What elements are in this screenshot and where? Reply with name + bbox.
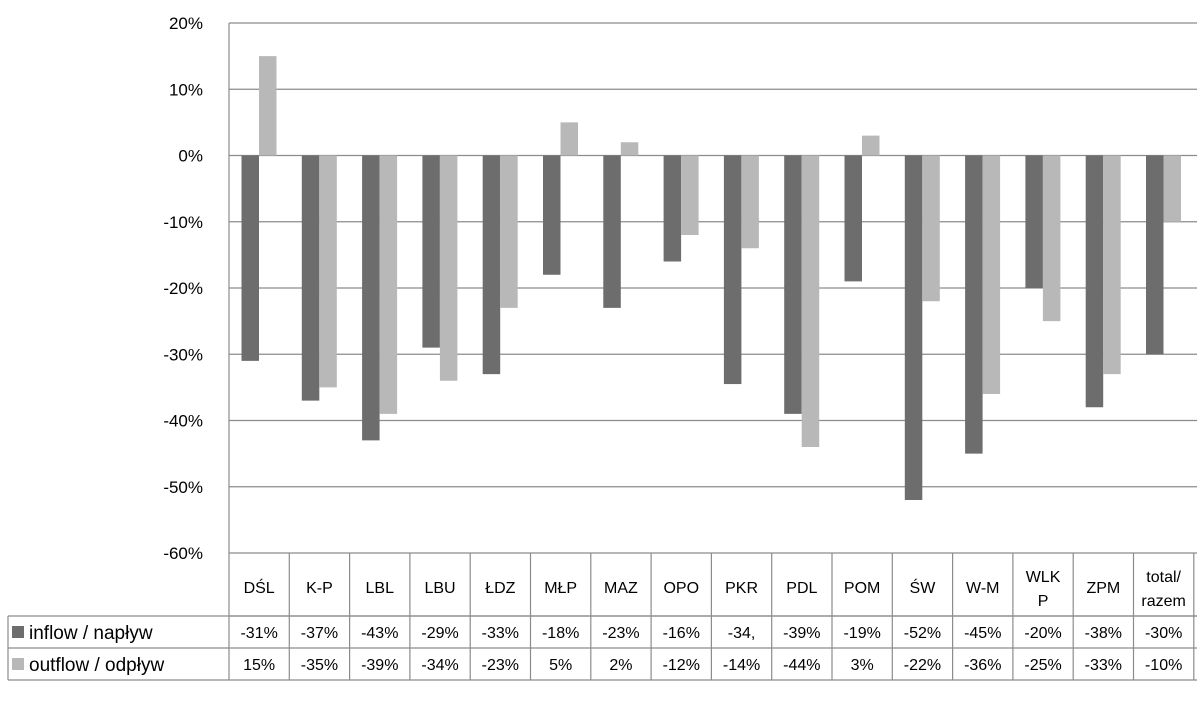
bar-inflow: [663, 155, 682, 262]
table-cell-value: -16%: [663, 625, 700, 642]
x-category-label: ŚW: [910, 578, 937, 597]
bar-inflow: [301, 155, 320, 401]
y-tick-label: -30%: [163, 345, 203, 364]
x-category-label: MAZ: [604, 580, 638, 597]
table-cell-value: -44%: [783, 657, 820, 674]
legend-label: outflow / odpływ: [29, 655, 164, 676]
bar-outflow: [439, 155, 458, 381]
bar-inflow: [543, 155, 561, 275]
table-cell-value: -45%: [964, 625, 1001, 642]
legend-swatch: [12, 658, 24, 670]
legend-label: inflow / napływ: [29, 623, 153, 644]
bar-outflow: [862, 135, 880, 156]
bar-outflow: [1042, 155, 1061, 322]
bar-outflow: [620, 142, 639, 156]
table-cell-value: -22%: [904, 657, 941, 674]
data-table: DŚL K-P LBL LBU ŁDZ MŁP MAZ OPO PKR PDL POM ŚW W-M WL…: [7, 553, 1197, 681]
table-cell-value: -36%: [964, 657, 1001, 674]
bar-outflow: [560, 122, 578, 156]
bar-inflow: [965, 155, 983, 454]
bar-inflow: [1085, 155, 1104, 408]
bar-outflow: [259, 56, 277, 156]
table-cell-value: -33%: [482, 625, 519, 642]
x-category-label: total/: [1146, 569, 1181, 586]
bar-inflow: [1025, 155, 1043, 288]
bar-outflow: [982, 155, 1001, 394]
x-category-label: LBL: [366, 580, 395, 597]
x-category-label: W-M: [966, 580, 999, 597]
bar-outflow: [1103, 155, 1121, 375]
x-category-label: DŚL: [244, 578, 275, 597]
table-cell-value: -33%: [1085, 657, 1122, 674]
table-cell-value: -25%: [1024, 657, 1061, 674]
bar-inflow: [603, 155, 621, 308]
bar-outflow: [379, 155, 398, 414]
table-cell-value: -12%: [663, 657, 700, 674]
x-category-label: WLK: [1026, 569, 1061, 586]
table-cell-value: 15%: [243, 657, 275, 674]
y-tick-label: -20%: [163, 279, 203, 298]
bar-inflow: [784, 155, 802, 414]
table-cell-value: -38%: [1085, 625, 1122, 642]
bar-inflow: [844, 155, 862, 282]
y-tick-label: 10%: [169, 80, 203, 99]
bar-inflow: [482, 155, 501, 375]
table-cell-value: -18%: [542, 625, 579, 642]
x-category-label: K-P: [306, 580, 333, 597]
table-cell-value: -35%: [301, 657, 338, 674]
table-cell-value: -30%: [1145, 625, 1182, 642]
bar-inflow: [723, 155, 742, 385]
x-category-label: OPO: [663, 580, 699, 597]
table-cell-value: -23%: [482, 657, 519, 674]
bar-inflow: [241, 155, 259, 361]
x-category-label: ŁDZ: [485, 580, 515, 597]
bar-outflow: [741, 155, 759, 249]
y-tick-label: -40%: [163, 412, 203, 431]
table-cell-value: 3%: [851, 657, 874, 674]
table-cell-value: -39%: [361, 657, 398, 674]
y-tick-label: -50%: [163, 478, 203, 497]
y-tick-label: 0%: [178, 147, 203, 166]
table-cell-value: -19%: [843, 625, 880, 642]
x-category-label: P: [1038, 593, 1049, 610]
bar-outflow: [1163, 155, 1181, 222]
axes: 20% 10% 0% -10% -20% -30% -40% -50% -60%: [163, 14, 230, 680]
y-tick-label: 20%: [169, 14, 203, 33]
bar-inflow: [904, 155, 923, 500]
x-category-label: ZPM: [1086, 580, 1120, 597]
bar-inflow: [1146, 155, 1164, 355]
table-cell-value: -43%: [361, 625, 398, 642]
y-tick-label: -60%: [163, 544, 203, 563]
table-cell-value: -14%: [723, 657, 760, 674]
x-category-label: razem: [1141, 593, 1185, 610]
bar-outflow: [922, 155, 940, 302]
table-cell-value: -52%: [904, 625, 941, 642]
bars: [241, 56, 1181, 500]
x-category-label: PKR: [725, 580, 758, 597]
table-cell-value: -39%: [783, 625, 820, 642]
table-cell-value: -20%: [1024, 625, 1061, 642]
table-cell-value: -34,: [728, 625, 756, 642]
x-category-label: PDL: [786, 580, 817, 597]
x-category-label: LBU: [424, 580, 455, 597]
table-cell-value: 5%: [549, 657, 572, 674]
y-tick-label: -10%: [163, 213, 203, 232]
table-cell-value: -23%: [602, 625, 639, 642]
table-cell-value: -34%: [421, 657, 458, 674]
bar-inflow: [362, 155, 380, 441]
legend-swatch: [12, 626, 24, 638]
bar-outflow: [319, 155, 337, 388]
bar-inflow: [422, 155, 440, 348]
bar-outflow: [500, 155, 518, 308]
table-cell-value: -37%: [301, 625, 338, 642]
table-cell-value: 2%: [609, 657, 632, 674]
bar-outflow: [681, 155, 699, 235]
table-cell-value: -29%: [421, 625, 458, 642]
x-category-label: POM: [844, 580, 880, 597]
table-cell-value: -10%: [1145, 657, 1182, 674]
table-cell-value: -31%: [240, 625, 277, 642]
x-category-label: MŁP: [544, 580, 577, 597]
bar-outflow: [801, 155, 820, 447]
